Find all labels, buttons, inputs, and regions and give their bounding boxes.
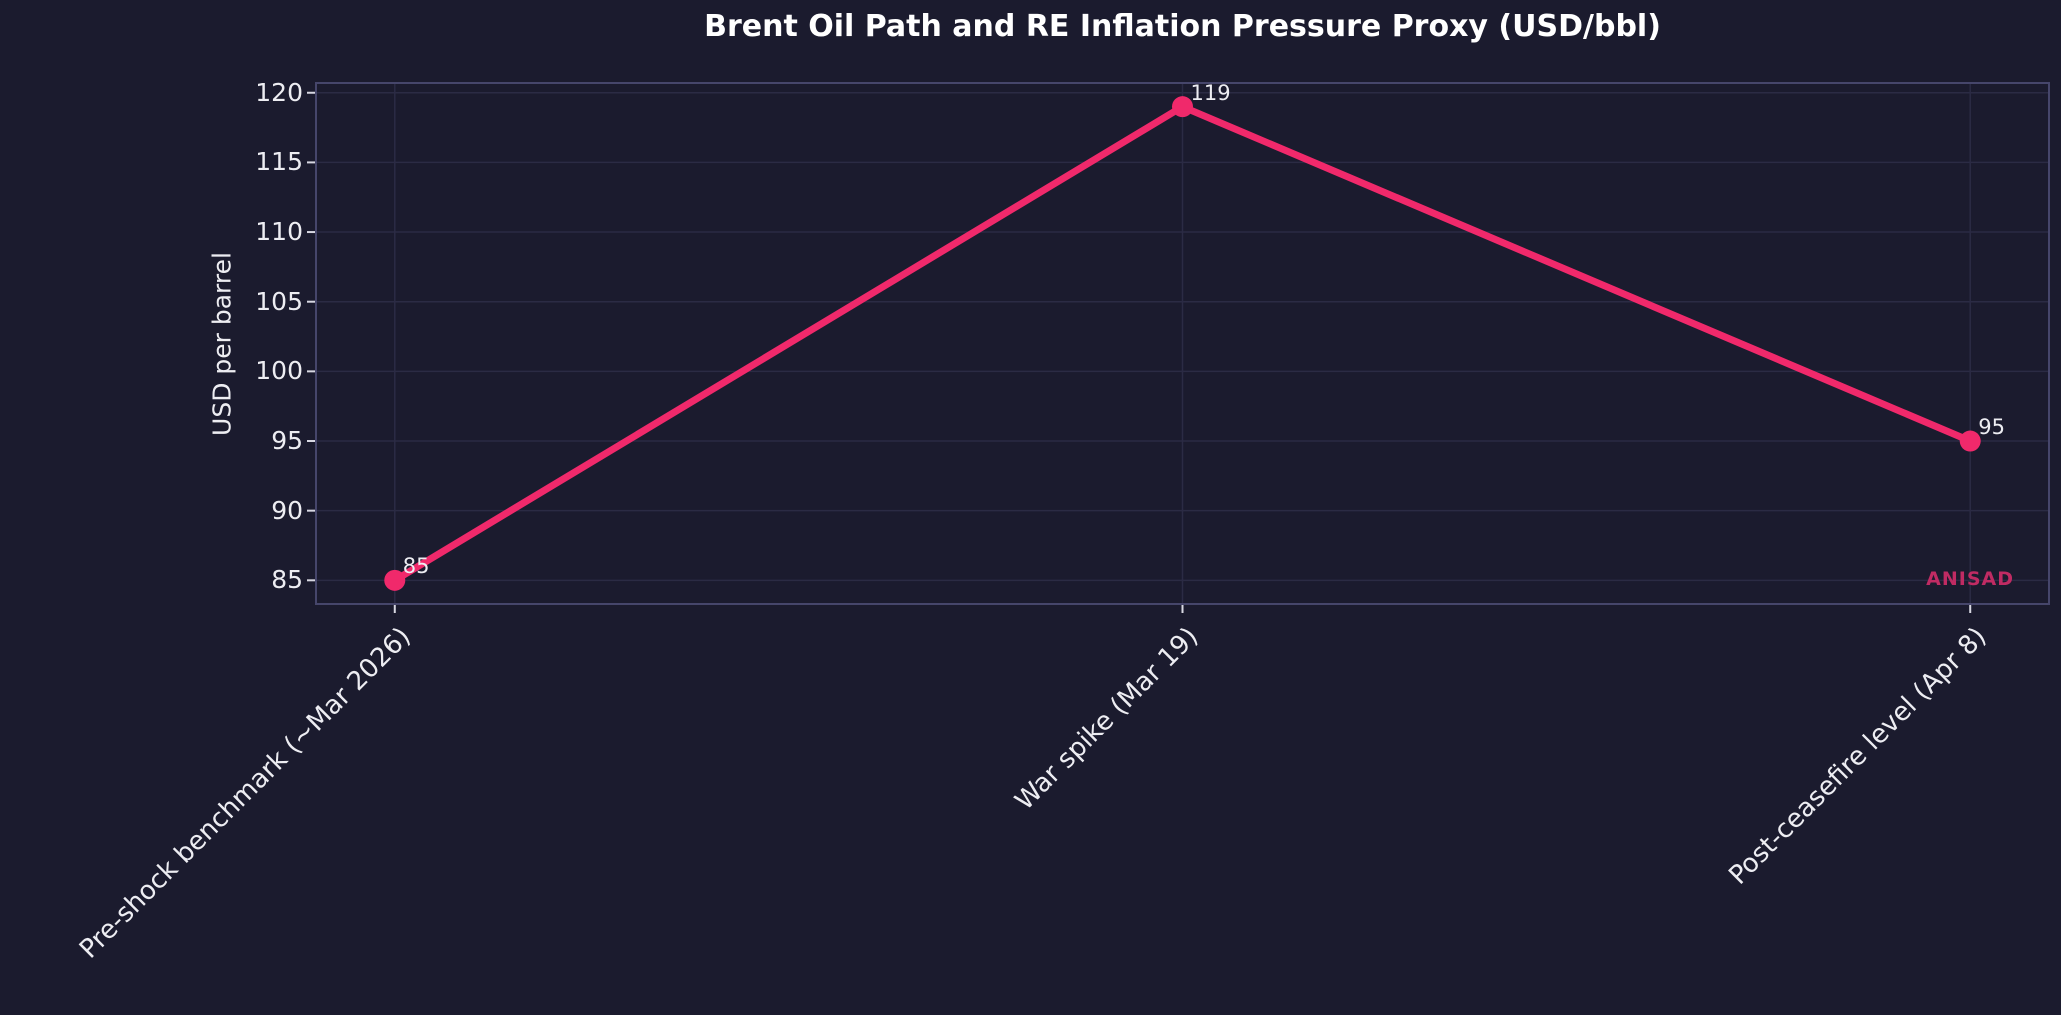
point-value-label: 95 xyxy=(1978,415,2005,439)
data-point xyxy=(1172,96,1193,118)
y-tick-label: 100 xyxy=(255,356,303,386)
point-value-label: 119 xyxy=(1190,80,1231,105)
y-tick-label: 95 xyxy=(271,426,303,455)
chart-title: Brent Oil Path and RE Inflation Pressure… xyxy=(704,9,1661,44)
y-tick-label: 120 xyxy=(255,77,303,107)
data-point xyxy=(384,569,406,591)
watermark-text: ANISAD xyxy=(1926,568,2014,590)
y-tick-label: 105 xyxy=(255,286,303,316)
y-tick-label: 90 xyxy=(271,495,303,525)
plot-border xyxy=(315,82,2050,605)
y-tick-label: 110 xyxy=(255,217,303,247)
data-point xyxy=(1959,430,1981,452)
point-value-label: 85 xyxy=(402,554,430,579)
y-tick-label: 115 xyxy=(255,147,303,177)
y-tick-label: 85 xyxy=(271,565,303,595)
